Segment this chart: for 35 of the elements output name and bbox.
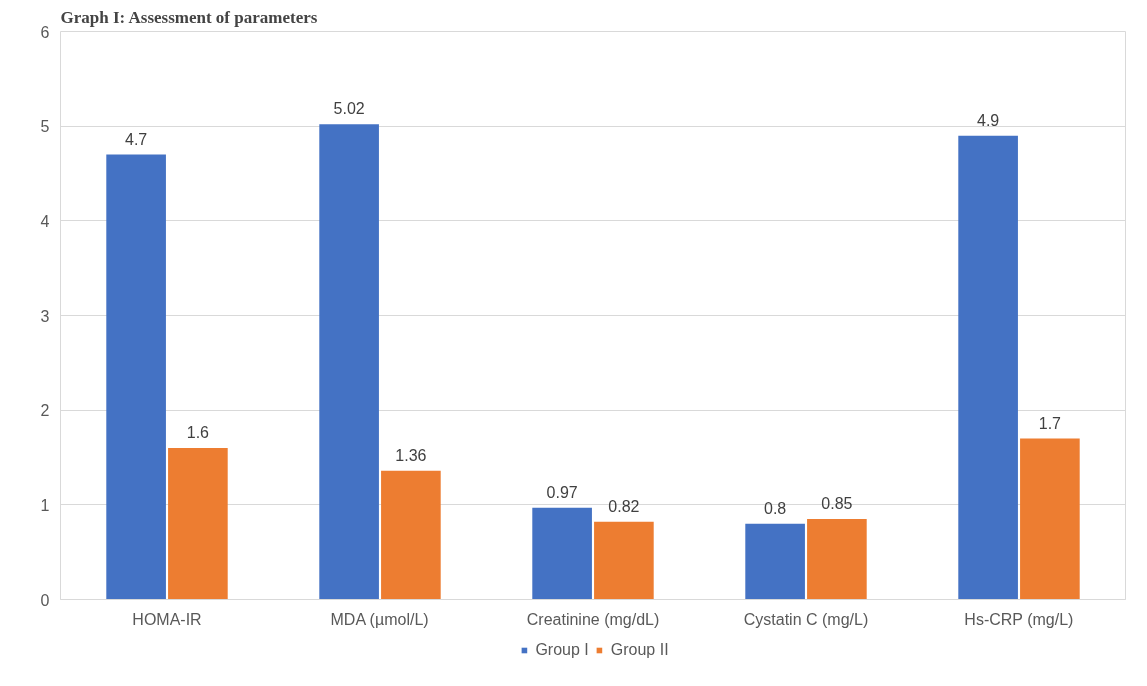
y-tick-label: 5 [40,118,50,136]
bar [1020,438,1080,600]
bar [106,154,166,600]
y-tick-label: 2 [40,402,50,420]
bar [532,507,592,600]
legend-label: Group I [535,641,589,659]
data-label: 1.36 [395,446,427,464]
y-tick-label: 1 [40,496,50,514]
x-tick-label: Hs-CRP (mg/L) [964,610,1074,628]
x-tick-label: Cystatin C (mg/L) [743,610,869,628]
chart-title: Graph I: Assessment of parameters [60,7,318,27]
data-label: 0.82 [608,497,640,515]
data-label: 0.8 [763,499,787,517]
y-tick-label: 0 [40,591,50,609]
bar [807,519,867,600]
x-tick-label: MDA (µmol/L) [330,610,429,628]
legend-label: Group II [610,641,669,659]
bar [168,448,228,600]
data-label: 0.85 [821,495,853,513]
data-label: 0.97 [546,483,578,501]
data-label: 4.7 [124,130,148,148]
x-tick-label: HOMA-IR [132,610,202,628]
data-label: 5.02 [333,100,365,118]
y-tick-label: 3 [40,307,50,325]
bar [745,523,805,600]
data-label: 1.7 [1038,414,1062,432]
data-label: 4.9 [976,111,1000,129]
y-tick-label: 6 [40,23,50,41]
bar [319,124,379,600]
bar [381,470,441,600]
bar [594,521,654,600]
y-tick-label: 4 [40,212,50,230]
x-tick-label: Creatinine (mg/dL) [526,610,660,628]
bar [958,135,1018,600]
data-label: 1.6 [186,424,210,442]
